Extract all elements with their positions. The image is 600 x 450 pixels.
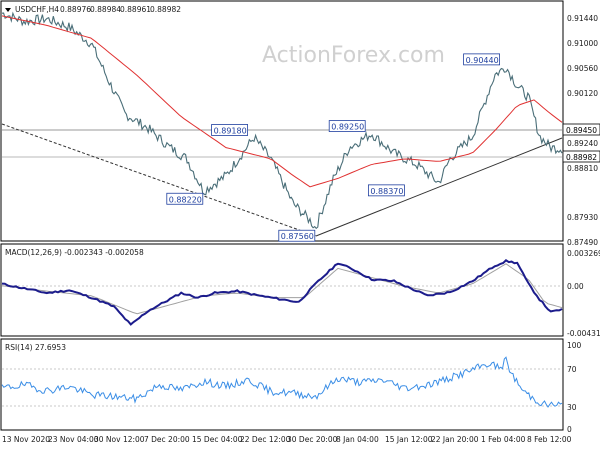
- price-y-tick: 0.88810: [567, 164, 598, 173]
- annotation-box: [278, 229, 316, 242]
- ohlc-open: 0.88976: [60, 5, 91, 14]
- x-tick: 23 Nov 04:00: [48, 435, 99, 444]
- rsi-series: [1, 356, 563, 408]
- trendline-support: [315, 137, 563, 237]
- x-tick: 8 Feb 12:00: [527, 435, 572, 444]
- x-tick: 13 Nov 2020: [2, 435, 50, 444]
- rsi-panel-title: RSI(14) 27.6953: [5, 343, 66, 352]
- watermark: ActionForex.com: [262, 43, 445, 68]
- x-tick: 30 Nov 12:00: [94, 435, 145, 444]
- macd-panel-title: MACD(12,26,9) -0.002343 -0.002058: [5, 248, 144, 257]
- price-y-axis: 0.91440 0.91000 0.90560 0.90120 0.89240 …: [567, 14, 598, 247]
- rsi-y-tick: 70: [567, 365, 577, 374]
- dropdown-triangle-icon: [5, 8, 11, 12]
- x-tick: 1 Feb 04:00: [481, 435, 526, 444]
- annotation-label: 0.88220: [169, 195, 202, 204]
- price-tag: 0.88982: [566, 153, 597, 162]
- level-tag: 0.89450: [566, 126, 597, 135]
- macd-series: [1, 259, 563, 326]
- price-panel-title: USDCHF,H4: [15, 5, 59, 14]
- price-tag-box: [562, 150, 600, 163]
- price-y-tick: 0.91000: [567, 39, 598, 48]
- annotation-box: [211, 124, 249, 136]
- price-y-tick: 0.87490: [567, 238, 598, 247]
- price-y-tick: 0.89240: [567, 139, 598, 148]
- x-tick: 15 Jan 12:00: [385, 435, 433, 444]
- ohlc-high: 0.88984: [90, 5, 121, 14]
- rsi-panel-frame: [0, 338, 564, 431]
- annotation-label: 0.88370: [370, 187, 403, 196]
- macd-y-tick: -0.004316: [567, 329, 600, 338]
- price-y-tick: 0.90560: [567, 64, 598, 73]
- annotation-label: 0.89180: [214, 126, 247, 135]
- level-tag-box: [562, 123, 600, 136]
- x-tick: 7 Dec 20:00: [144, 435, 190, 444]
- price-y-tick: 0.87930: [567, 213, 598, 222]
- rsi-y-tick: 30: [567, 403, 577, 412]
- annotation-labels: 0.88220 0.89180 0.87560 0.89250 0.88370 0.904…: [166, 53, 501, 242]
- macd-y-tick: 0.003269: [567, 249, 600, 258]
- x-tick: 22 Jan 20:00: [431, 435, 479, 444]
- moving-average-series: [1, 15, 563, 188]
- macd-signal-series: [1, 263, 563, 315]
- macd-panel-frame: [0, 243, 564, 337]
- ohlc-low: 0.88961: [120, 5, 151, 14]
- macd-y-tick: 0.00: [567, 282, 584, 291]
- x-axis: 13 Nov 2020 23 Nov 04:00 30 Nov 12:00 7 …: [2, 435, 572, 444]
- annotation-box: [166, 192, 204, 205]
- x-tick: 22 Dec 12:00: [240, 435, 291, 444]
- annotation-label: 0.89250: [331, 123, 364, 132]
- price-y-tick: 0.90120: [567, 89, 598, 98]
- x-tick: 8 Jan 04:00: [336, 435, 379, 444]
- annotation-label: 0.87560: [281, 232, 314, 241]
- trendline-dashed: [1, 123, 317, 237]
- price-series: [1, 11, 563, 230]
- price-y-tick: 0.91440: [567, 14, 598, 23]
- annotation-box: [328, 120, 366, 132]
- x-tick: 30 Dec 20:00: [287, 435, 338, 444]
- ohlc-close: 0.88982: [150, 5, 181, 14]
- rsi-y-tick: 0: [567, 425, 572, 434]
- annotation-box: [463, 53, 501, 66]
- rsi-y-tick: 100: [567, 341, 582, 350]
- annotation-box: [367, 184, 405, 197]
- x-tick: 15 Dec 04:00: [192, 435, 243, 444]
- annotation-label: 0.90440: [466, 56, 499, 65]
